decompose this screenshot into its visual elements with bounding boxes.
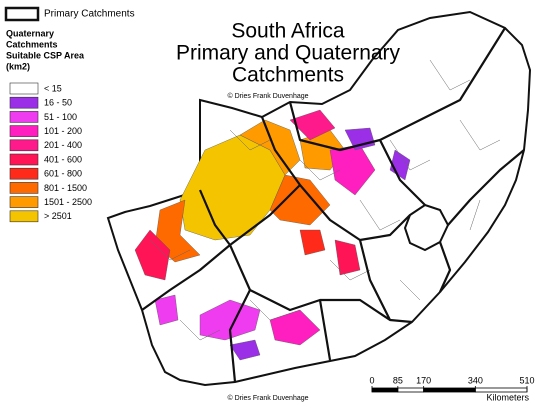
catchment-lines [141, 27, 525, 383]
legend-swatch [9, 153, 39, 166]
suitability-area [154, 294, 179, 326]
legend-swatch [9, 139, 39, 152]
scale-segment [397, 387, 425, 393]
legend-label: 101 - 200 [44, 126, 82, 136]
legend-label: 601 - 800 [44, 169, 82, 179]
suitability-area [344, 127, 376, 151]
scale-tick-label: 170 [416, 375, 431, 385]
primary-legend-label: Primary Catchments [44, 9, 135, 20]
legend-label: 1501 - 2500 [44, 197, 92, 207]
suitability-area [334, 239, 361, 276]
legend: Primary Catchments QuaternaryCatchmentsS… [4, 6, 135, 223]
copyright: © Dries Frank Duvenhage [227, 394, 308, 402]
legend-swatch [9, 111, 39, 123]
legend-label: 401 - 600 [44, 154, 82, 164]
scale-tick-label: 0 [369, 375, 374, 385]
legend-label: 16 - 50 [44, 98, 72, 108]
legend-swatch [9, 210, 39, 223]
scale-segment [371, 387, 399, 393]
suitability-area [289, 109, 336, 141]
legend-swatch [9, 82, 39, 95]
suitability-area [229, 339, 261, 361]
legend-title: (km2) [6, 61, 30, 71]
suitability-area [199, 299, 261, 341]
legend-swatch [9, 182, 39, 194]
legend-swatch [9, 196, 39, 208]
legend-title: Quaternary [6, 28, 54, 38]
legend-label: 201 - 400 [44, 140, 82, 150]
suitability-areas [134, 109, 411, 361]
legend-label: 51 - 100 [44, 112, 77, 122]
scale-tick-label: 85 [393, 375, 403, 385]
legend-title: Suitable CSP Area [6, 50, 85, 60]
scale-segment [423, 387, 476, 393]
legend-title: Catchments [6, 39, 58, 49]
suitability-area [134, 229, 171, 281]
legend-label: > 2501 [44, 211, 72, 221]
legend-label: 801 - 1500 [44, 183, 87, 193]
legend-swatch [9, 167, 39, 180]
primary-swatch [4, 6, 40, 22]
scale-unit: Kilometers [486, 392, 529, 402]
scale-bar: 0 85 170 340 510 Kilometers [369, 375, 534, 402]
suitability-area [299, 229, 326, 256]
copyright: © Dries Frank Duvenhage [227, 92, 308, 100]
scale-tick-label: 510 [519, 375, 534, 385]
title-line: Catchments [232, 64, 344, 87]
title-line: Primary and Quaternary [176, 42, 401, 65]
legend-swatch [9, 96, 39, 109]
legend-swatch [9, 125, 39, 137]
suitability-area [269, 174, 331, 226]
scale-tick-label: 340 [468, 375, 483, 385]
legend-label: < 15 [44, 83, 62, 93]
title-line: South Africa [231, 20, 345, 43]
